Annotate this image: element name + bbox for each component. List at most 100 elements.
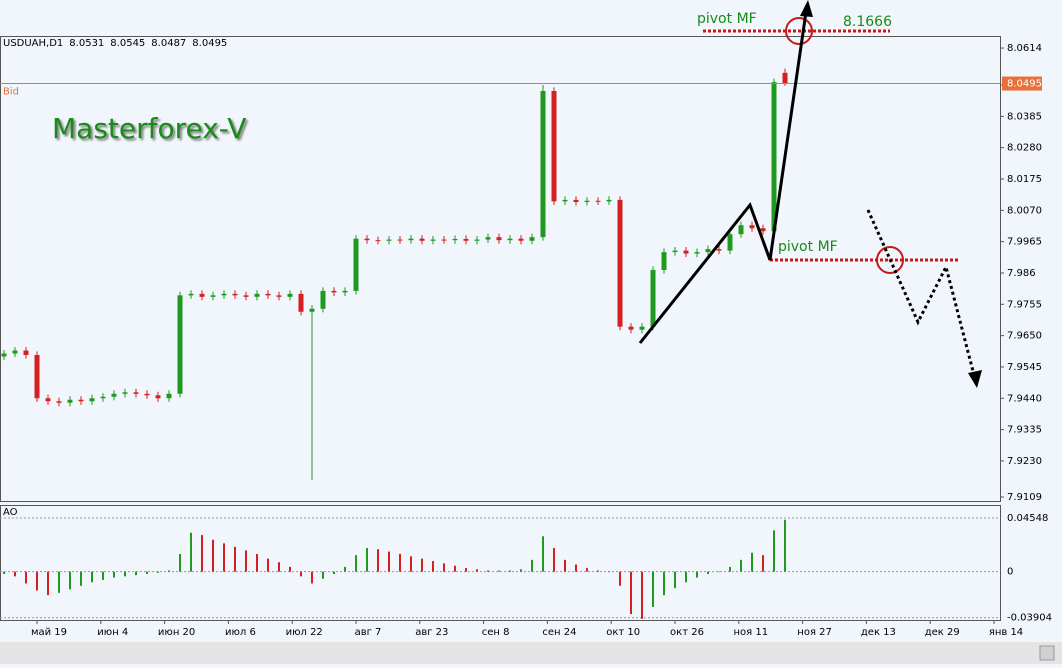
- ao-bar: [69, 571, 71, 590]
- candle-body: [705, 249, 711, 253]
- ao-bar: [498, 570, 500, 572]
- scrollbar[interactable]: [0, 642, 1062, 664]
- ao-bar: [157, 571, 159, 573]
- ao-bar: [80, 571, 82, 586]
- x-tick-label: июл 6: [225, 627, 256, 638]
- candle-body: [408, 238, 414, 241]
- marks: 8.06148.04908.03858.02808.01758.00707.99…: [0, 43, 1052, 638]
- x-tick-label: ноя 27: [797, 627, 832, 638]
- x-tick-label: янв 14: [989, 627, 1023, 638]
- ao-bar: [14, 571, 16, 577]
- x-tick-label: окт 10: [606, 627, 640, 638]
- ao-bar: [729, 566, 731, 572]
- candle-body: [551, 90, 557, 202]
- ao-bar: [113, 571, 115, 578]
- pivot-value: 8.1666: [843, 14, 892, 30]
- ao-bar: [685, 571, 687, 583]
- ao-bar: [652, 571, 654, 608]
- y-tick-label: 8.0070: [1007, 205, 1042, 216]
- candle-body: [518, 238, 524, 241]
- pivot-label: pivot MF: [697, 11, 757, 27]
- symbol: USDUAH,D1: [3, 38, 63, 49]
- candle-body: [243, 295, 249, 297]
- ao-bar: [36, 571, 38, 591]
- candle-body: [650, 269, 656, 327]
- candle-body: [177, 295, 183, 394]
- x-tick-label: июн 20: [158, 627, 195, 638]
- candle-body: [100, 396, 106, 399]
- candle-body: [287, 293, 293, 297]
- ao-bar: [751, 552, 753, 572]
- pivot-circle: [876, 246, 904, 274]
- chart-header: USDUAH,D1 8.0531 8.0545 8.0487 8.0495: [3, 38, 227, 49]
- candle-body: [771, 82, 777, 232]
- ao-bar: [443, 563, 445, 572]
- x-tick-label: сен 24: [542, 627, 576, 638]
- ao-bar: [311, 571, 313, 584]
- candle-body: [716, 249, 722, 251]
- ao-bar: [377, 549, 379, 572]
- watermark: Masterforex-V: [52, 112, 246, 145]
- candle-body: [265, 293, 271, 296]
- x-tick-label: июл 22: [286, 627, 323, 638]
- ao-bar: [542, 536, 544, 572]
- y-tick-label: 8.0280: [1007, 143, 1042, 154]
- candle-body: [672, 250, 678, 253]
- open-value: 8.0531: [69, 38, 104, 49]
- candle-body: [617, 199, 623, 327]
- candle-body: [386, 239, 392, 241]
- candle-body: [661, 252, 667, 270]
- ao-bar: [102, 571, 104, 580]
- ao-bar: [212, 539, 214, 572]
- candle-body: [397, 239, 403, 241]
- ao-bar: [432, 561, 434, 572]
- ao-bar: [201, 535, 203, 572]
- ao-bar: [333, 571, 335, 574]
- low-value: 8.0487: [151, 38, 186, 49]
- bid-value: 8.0495: [1007, 79, 1042, 90]
- candle-body: [463, 238, 469, 241]
- pivot-circle: [785, 17, 813, 45]
- y-tick-label: 0: [1007, 567, 1013, 578]
- ao-bar: [509, 570, 511, 572]
- x-tick-label: ноя 11: [734, 627, 769, 638]
- candle-body: [133, 392, 139, 394]
- ao-bar: [487, 570, 489, 572]
- ao-bar: [718, 571, 720, 573]
- ao-bar: [300, 571, 302, 577]
- ao-bar: [597, 570, 599, 572]
- arrow-head: [968, 370, 982, 388]
- ao-bar: [47, 571, 49, 596]
- y-tick-label: -0.03904: [1007, 613, 1052, 624]
- candle-body: [474, 239, 480, 241]
- candle-body: [430, 239, 436, 241]
- candle-body: [595, 200, 601, 202]
- ao-bar: [608, 571, 610, 573]
- ao-bar: [355, 555, 357, 572]
- ao-bar: [410, 556, 412, 572]
- bid-label: Bid: [3, 87, 19, 98]
- y-tick-label: 7.9755: [1007, 299, 1042, 310]
- candle-body: [496, 237, 502, 241]
- candle-body: [738, 225, 744, 235]
- ao-bar: [707, 571, 709, 574]
- ao-bar: [322, 571, 324, 579]
- candle-body: [221, 293, 227, 296]
- scroll-button[interactable]: [1039, 645, 1055, 661]
- candle-body: [375, 240, 381, 242]
- candle-body: [782, 72, 788, 84]
- candle-body: [507, 238, 513, 241]
- forecast-drawing: [866, 209, 976, 376]
- candle-body: [78, 399, 84, 402]
- candle-body: [353, 238, 359, 291]
- ao-bar: [179, 553, 181, 572]
- ao-bar: [388, 551, 390, 572]
- candle-body: [441, 239, 447, 241]
- candle-body: [144, 393, 150, 396]
- candle-body: [760, 228, 766, 232]
- x-tick-label: сен 8: [482, 627, 510, 638]
- ao-bar: [289, 566, 291, 572]
- y-tick-label: 7.986: [1007, 268, 1036, 279]
